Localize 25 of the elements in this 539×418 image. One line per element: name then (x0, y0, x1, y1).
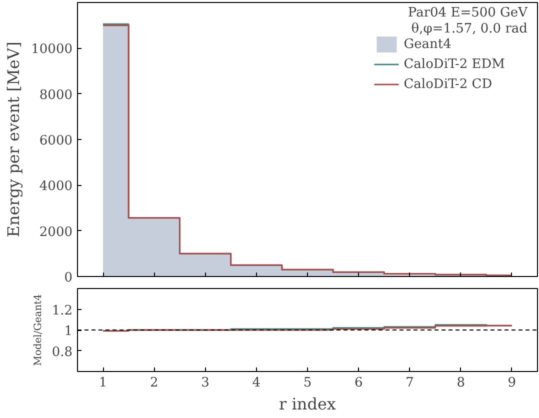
x-tick-label: 4 (252, 376, 261, 390)
y-tick-label: 10000 (31, 42, 73, 58)
legend-label: CaloDiT-2 EDM (404, 56, 505, 72)
y-tick-label: 1.2 (52, 303, 73, 318)
legend-label: Geant4 (404, 36, 452, 52)
x-tick-label: 5 (303, 376, 312, 390)
y-tick-label: 6000 (39, 134, 73, 148)
y-axis-title: Energy per event [MeV] (4, 42, 24, 238)
x-axis-title: r index (279, 394, 336, 414)
legend-title: Par04 E=500 GeV θ,φ=1.57, 0.0 rad (408, 6, 528, 36)
y-tick-label: 8000 (39, 88, 73, 103)
y-tick-label: 4000 (39, 179, 73, 194)
y-tick-label: 0 (64, 270, 73, 286)
x-tick-label: 9 (508, 376, 516, 390)
y-tick-label: 0.8 (52, 344, 73, 360)
y-tick-label: 1 (64, 324, 73, 339)
x-tick-label: 8 (456, 376, 465, 390)
x-tick-label: 6 (354, 376, 363, 390)
x-tick-label: 2 (150, 376, 158, 390)
legend-label: CaloDiT-2 CD (404, 76, 492, 92)
y-tick-label: 2000 (39, 224, 73, 240)
x-tick-label: 7 (406, 376, 414, 390)
y-axis-title: Model/Geant4 (32, 294, 44, 366)
x-tick-label: 1 (98, 376, 108, 390)
x-tick-label: 3 (201, 376, 210, 390)
